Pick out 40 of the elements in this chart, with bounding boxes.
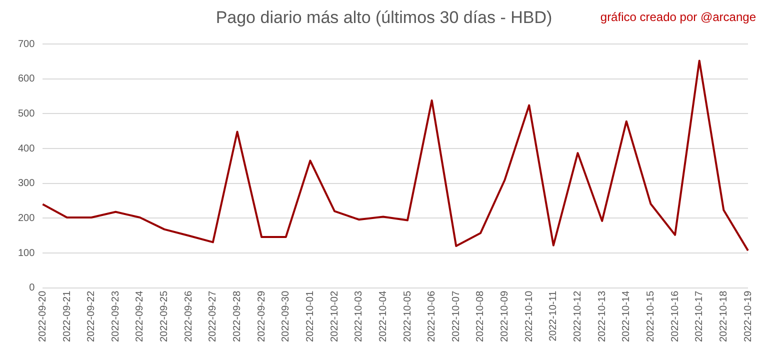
x-tick-label: 2022-10-10 [524, 290, 535, 342]
x-tick-label: 2022-10-04 [378, 290, 389, 342]
x-tick-label: 2022-09-24 [134, 290, 146, 342]
x-tick-label: 2022-09-28 [232, 290, 244, 342]
x-tick-label: 2022-10-07 [450, 290, 462, 342]
y-tick-label: 700 [18, 38, 36, 50]
x-tick-label: 2022-09-30 [280, 290, 292, 342]
x-tick-label: 2022-10-02 [329, 290, 340, 342]
y-tick-label: 400 [18, 143, 36, 154]
x-tick-label: 2022-09-21 [62, 290, 73, 342]
x-tick-label: 2022-10-09 [500, 290, 511, 342]
x-tick-label: 2022-10-08 [475, 290, 486, 342]
x-tick-label: 2022-09-23 [110, 290, 122, 342]
chart-title: Pago diario más alto (últimos 30 días - HBD) [216, 8, 552, 27]
x-tick-label: 2022-10-13 [596, 290, 608, 342]
x-tick-label: 2022-10-01 [304, 290, 316, 342]
x-tick-label: 2022-10-19 [742, 290, 754, 342]
x-tick-label: 2022-09-26 [183, 290, 194, 342]
x-tick-label: 2022-09-27 [208, 290, 219, 342]
x-tick-label: 2022-10-12 [572, 290, 584, 342]
x-tick-label: 2022-10-17 [694, 290, 706, 342]
text: gráfico creado por @arcange [600, 10, 756, 24]
x-tick-label: 2022-09-22 [86, 290, 98, 342]
y-tick-label: 0 [29, 282, 36, 294]
x-tick-label: 2022-09-20 [37, 290, 48, 342]
x-tick-label: 2022-09-29 [256, 290, 268, 342]
y-tick-label: 300 [18, 178, 36, 190]
y-tick-label: 600 [18, 74, 36, 85]
y-tick-label: 500 [18, 108, 36, 120]
x-tick-label: 2022-10-15 [645, 290, 656, 342]
x-tick-label: 2022-10-06 [426, 290, 438, 342]
x-tick-label: 2022-10-03 [354, 290, 365, 342]
x-tick-label: 2022-10-16 [670, 290, 681, 342]
x-tick-label: 2022-10-11 [548, 290, 560, 342]
x-tick-label: 2022-10-14 [621, 290, 632, 342]
x-tick-label: 2022-09-25 [159, 290, 170, 342]
y-tick-label: 200 [18, 212, 36, 224]
y-tick-label: 100 [18, 248, 36, 259]
x-tick-label: 2022-10-18 [718, 290, 730, 342]
x-tick-label: 2022-10-05 [402, 290, 414, 342]
